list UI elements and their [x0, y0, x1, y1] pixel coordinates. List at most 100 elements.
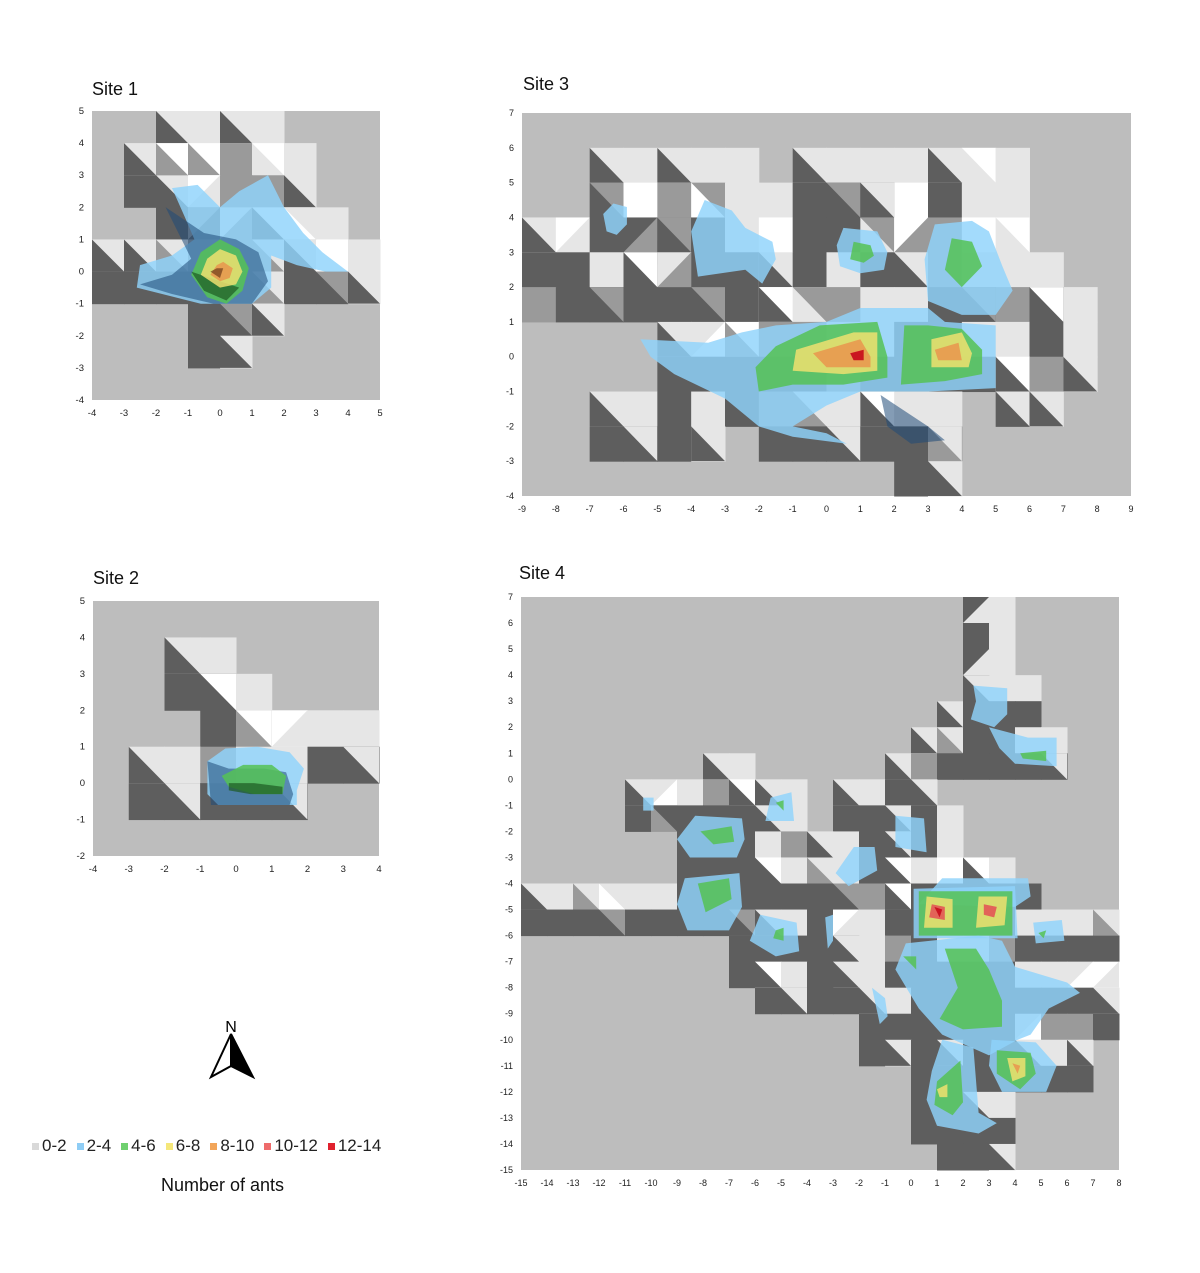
grid-cell [691, 147, 726, 184]
site4-panel: -15 -14 -13 -12 -11 -10 -9 -8 -7 -6 -5 -4 -3 -2 -1 0 1 2 3… [491, 589, 1131, 1201]
density-contour [850, 349, 864, 361]
grid-triangle [92, 239, 124, 272]
legend-label: 4-6 [131, 1136, 156, 1155]
grid-triangle [833, 883, 859, 910]
y-tick-label: 7 [509, 108, 514, 118]
x-tick-label: -2 [152, 408, 160, 419]
north-arrow: N [205, 1016, 257, 1087]
grid-cell [937, 805, 964, 832]
grid-cell [623, 287, 658, 323]
x-tick-label: -13 [566, 1178, 579, 1188]
y-tick-label: 5 [79, 106, 84, 117]
y-tick-label: -10 [500, 1035, 513, 1045]
grid-triangle [657, 147, 692, 183]
x-tick-label: 3 [925, 504, 930, 514]
grid-cell [755, 883, 782, 911]
y-tick-label: -1 [77, 815, 85, 826]
north-label: N [225, 1019, 237, 1036]
y-tick-label: -5 [505, 905, 513, 915]
y-tick-label: -9 [505, 1009, 513, 1019]
grid-triangle [963, 857, 989, 884]
grid-cell [657, 391, 692, 427]
grid-triangle [657, 252, 692, 288]
grid-triangle [755, 857, 781, 884]
grid-cell [522, 252, 557, 288]
y-tick-label: 3 [79, 170, 84, 181]
x-tick-label: -2 [160, 864, 168, 875]
y-tick-label: 3 [508, 696, 513, 706]
y-tick-label: 7 [508, 592, 513, 602]
grid-triangle [252, 303, 284, 336]
y-tick-label: 4 [80, 632, 85, 643]
grid-cell [995, 321, 1030, 358]
grid-cell [792, 182, 827, 218]
y-tick-label: 2 [80, 705, 85, 716]
grid-triangle [691, 182, 725, 218]
grid-cell [1067, 909, 1094, 937]
grid-cell [781, 883, 808, 911]
density-contour [228, 783, 283, 795]
grid-cell [963, 1143, 990, 1171]
grid-triangle [657, 217, 692, 253]
x-tick-label: 2 [892, 504, 897, 514]
grid-triangle [599, 883, 625, 910]
x-tick-label: 1 [269, 864, 274, 875]
density-contour [895, 815, 927, 853]
y-tick-label: 4 [508, 670, 513, 680]
grid-cell [1015, 675, 1042, 702]
grid-cell [1067, 935, 1094, 963]
legend-swatch-icon [210, 1142, 218, 1150]
y-tick-label: -4 [505, 879, 513, 889]
grid-triangle [807, 857, 833, 884]
site1-panel: -4 -3 -2 -1 0 1 2 3 4 5 -4 -3 -2 -1 0 1 2 3 4 5 [62, 103, 392, 431]
legend-title: Number of ants [161, 1175, 285, 1195]
grid-cell [1063, 321, 1098, 358]
legend-item: 10-12 [264, 1136, 318, 1156]
grid-cell [859, 961, 886, 989]
grid-cell [657, 287, 692, 323]
grid-triangle [928, 147, 962, 183]
grid-triangle [894, 217, 928, 253]
density-contour [691, 200, 776, 284]
grid-cell [307, 746, 344, 784]
density-contour [872, 987, 888, 1025]
x-tick-label: -4 [88, 408, 96, 419]
grid-cell [555, 287, 591, 323]
grid-triangle [937, 727, 963, 754]
density-contour [1020, 750, 1047, 762]
x-tick-label: -2 [755, 504, 763, 514]
x-tick-label: -12 [592, 1178, 605, 1188]
y-tick-label: 2 [508, 722, 513, 732]
grid-cell [522, 287, 557, 323]
grid-cell [894, 182, 929, 218]
grid-triangle [961, 147, 996, 183]
grid-triangle [284, 207, 316, 240]
y-tick-label: -8 [505, 983, 513, 993]
grid-triangle [833, 909, 859, 936]
grid-cell [725, 287, 760, 323]
y-tick-label: 5 [509, 178, 514, 188]
x-tick-label: -9 [673, 1178, 681, 1188]
grid-triangle [885, 883, 911, 910]
y-tick-label: 1 [508, 748, 513, 758]
grid-cell [937, 1143, 964, 1171]
grid-triangle [1093, 987, 1119, 1014]
grid-cell [859, 805, 886, 832]
y-tick-label: -3 [506, 456, 514, 466]
x-tick-label: -14 [540, 1178, 553, 1188]
grid-cell [691, 391, 726, 427]
x-tick-label: 1 [249, 408, 254, 419]
density-contour [983, 904, 997, 918]
grid-cell [657, 426, 692, 462]
grid-cell [623, 391, 658, 427]
x-tick-label: -6 [619, 504, 627, 514]
grid-cell [252, 111, 285, 144]
x-tick-label: -1 [789, 504, 797, 514]
grid-cell [188, 335, 221, 369]
grid-triangle [928, 461, 962, 496]
grid-cell [677, 779, 704, 806]
density-contour [813, 339, 871, 368]
x-tick-label: 4 [345, 408, 350, 419]
x-tick-label: -3 [125, 864, 133, 875]
x-tick-label: -2 [855, 1178, 863, 1188]
